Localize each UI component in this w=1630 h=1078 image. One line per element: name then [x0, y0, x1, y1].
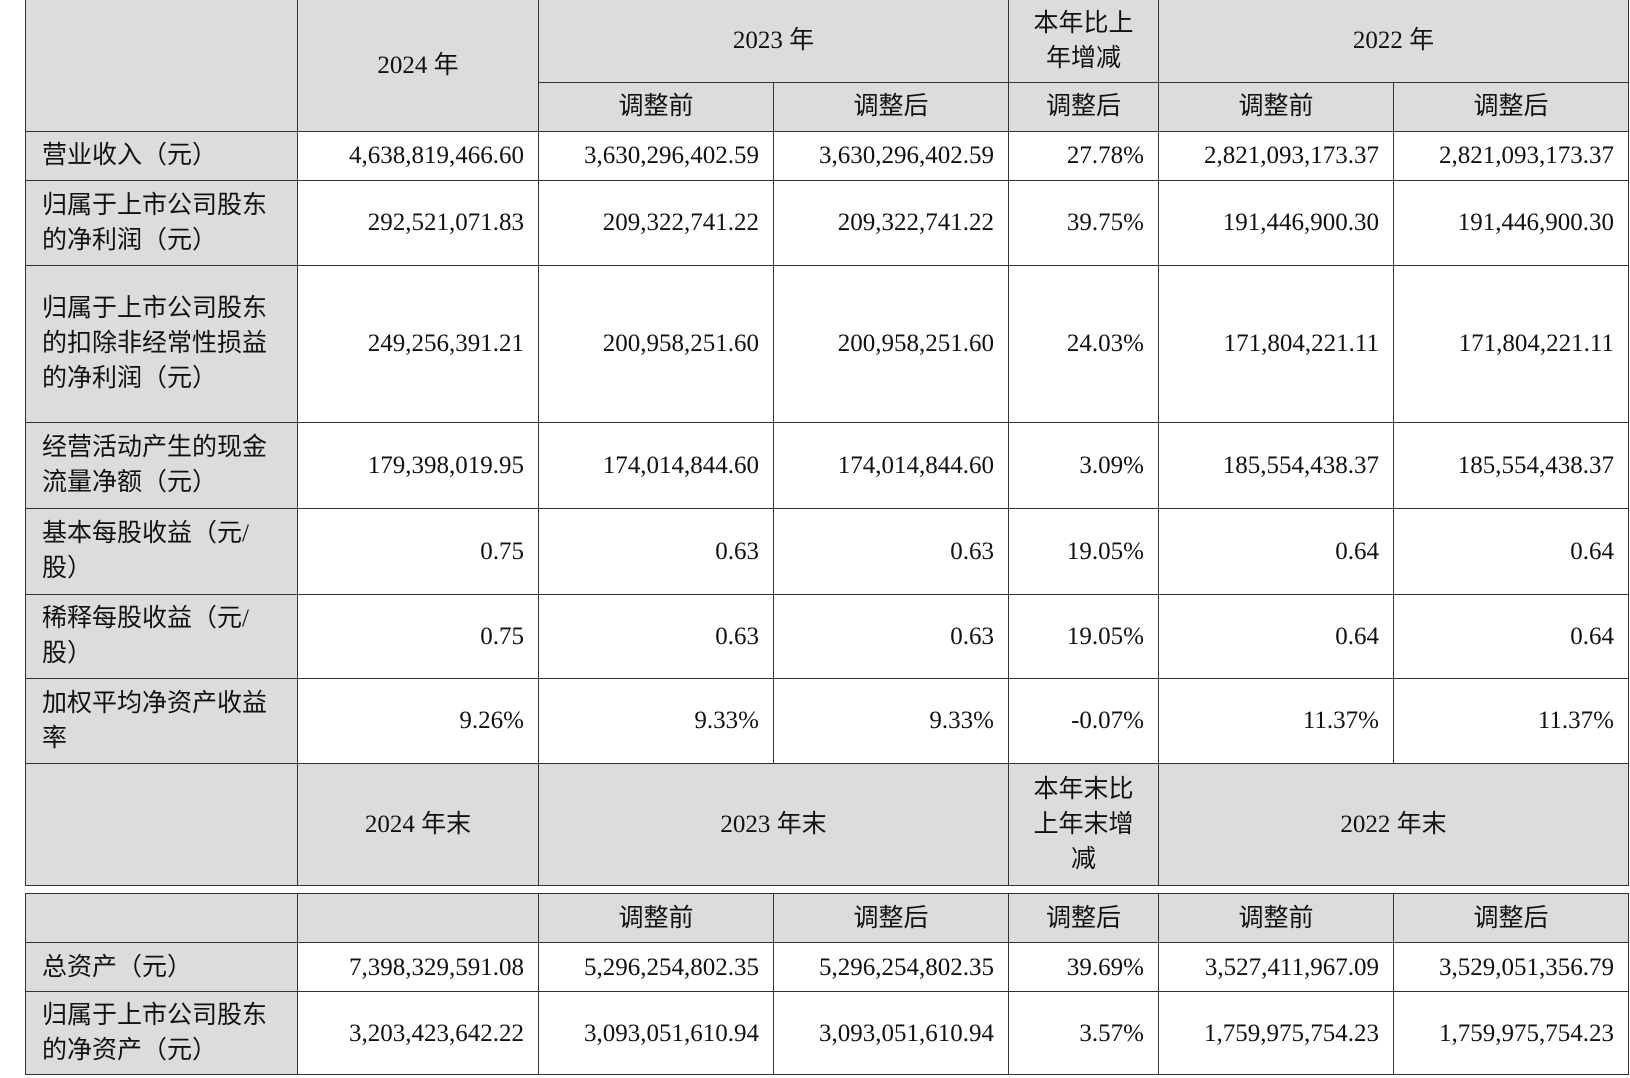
- value-cell: 27.78%: [1008, 130, 1159, 181]
- subheader-cell: 调整前: [538, 893, 774, 943]
- table-row: 归属于上市公司股东的扣除非经常性损益的净利润（元） 249,256,391.21 2…: [25, 264, 1629, 423]
- table-row: 营业收入（元） 4,638,819,466.60 3,630,296,402.59 3…: [25, 130, 1629, 181]
- value-cell: 5,296,254,802.35: [538, 942, 774, 992]
- subheader-cell: 调整后: [1393, 893, 1629, 943]
- subheader-cell: 调整后: [773, 893, 1009, 943]
- subheader-cell: 调整后: [1008, 893, 1159, 943]
- row-label: 总资产（元）: [25, 942, 298, 992]
- header-2022: 2022 年: [1158, 0, 1629, 83]
- value-cell: 0.75: [297, 593, 539, 679]
- value-cell: 3,630,296,402.59: [538, 130, 774, 181]
- value-cell: 9.33%: [773, 677, 1009, 764]
- corner-cell: [25, 762, 298, 886]
- value-cell: 3,093,051,610.94: [773, 991, 1009, 1075]
- table-row: 总资产（元） 7,398,329,591.08 5,296,254,802.35 5,…: [25, 942, 1629, 992]
- value-cell: 1,759,975,754.23: [1393, 991, 1629, 1075]
- value-cell: 3,203,423,642.22: [297, 991, 539, 1075]
- header-2022-end: 2022 年末: [1158, 762, 1629, 886]
- value-cell: 0.75: [297, 507, 539, 595]
- value-cell: 185,554,438.37: [1393, 421, 1629, 509]
- header-2023: 2023 年: [538, 0, 1009, 83]
- value-cell: 249,256,391.21: [297, 264, 539, 423]
- value-cell: 4,638,819,466.60: [297, 130, 539, 181]
- value-cell: 209,322,741.22: [538, 179, 774, 266]
- value-cell: 24.03%: [1008, 264, 1159, 423]
- subheader-cell: 调整后: [1008, 81, 1159, 132]
- header-blank: [297, 893, 539, 943]
- corner-cell: [25, 893, 298, 943]
- subheader-cell: 调整前: [1158, 893, 1394, 943]
- value-cell: 0.63: [538, 507, 774, 595]
- value-cell: 0.64: [1393, 507, 1629, 595]
- corner-cell: [25, 0, 298, 132]
- table-row: 加权平均净资产收益率 9.26% 9.33% 9.33% -0.07% 11.37% 11.…: [25, 677, 1629, 764]
- value-cell: 11.37%: [1158, 677, 1394, 764]
- row-label: 稀释每股收益（元/股）: [25, 593, 298, 679]
- row-label: 基本每股收益（元/股）: [25, 507, 298, 595]
- value-cell: 7,398,329,591.08: [297, 942, 539, 992]
- value-cell: 0.64: [1158, 507, 1394, 595]
- value-cell: 0.63: [538, 593, 774, 679]
- value-cell: -0.07%: [1008, 677, 1159, 764]
- value-cell: 9.26%: [297, 677, 539, 764]
- row-label: 加权平均净资产收益率: [25, 677, 298, 764]
- row-label: 归属于上市公司股东的扣除非经常性损益的净利润（元）: [25, 264, 298, 423]
- value-cell: 3,527,411,967.09: [1158, 942, 1394, 992]
- subheader-cell: 调整后: [1393, 81, 1629, 132]
- value-cell: 191,446,900.30: [1393, 179, 1629, 266]
- value-cell: 3,529,051,356.79: [1393, 942, 1629, 992]
- value-cell: 1,759,975,754.23: [1158, 991, 1394, 1075]
- value-cell: 200,958,251.60: [773, 264, 1009, 423]
- value-cell: 2,821,093,173.37: [1393, 130, 1629, 181]
- value-cell: 209,322,741.22: [773, 179, 1009, 266]
- table-row: 稀释每股收益（元/股） 0.75 0.63 0.63 19.05% 0.64 0.64: [25, 593, 1629, 679]
- value-cell: 19.05%: [1008, 507, 1159, 595]
- row-label: 归属于上市公司股东的净资产（元）: [25, 991, 298, 1075]
- subheader-cell: 调整前: [1158, 81, 1394, 132]
- value-cell: 191,446,900.30: [1158, 179, 1394, 266]
- value-cell: 292,521,071.83: [297, 179, 539, 266]
- value-cell: 174,014,844.60: [538, 421, 774, 509]
- header-2024: 2024 年: [297, 0, 539, 132]
- value-cell: 0.63: [773, 507, 1009, 595]
- value-cell: 9.33%: [538, 677, 774, 764]
- value-cell: 3.09%: [1008, 421, 1159, 509]
- value-cell: 0.64: [1158, 593, 1394, 679]
- value-cell: 0.63: [773, 593, 1009, 679]
- header-2023-end: 2023 年末: [538, 762, 1009, 886]
- value-cell: 200,958,251.60: [538, 264, 774, 423]
- value-cell: 171,804,221.11: [1393, 264, 1629, 423]
- row-label: 归属于上市公司股东的净利润（元）: [25, 179, 298, 266]
- value-cell: 19.05%: [1008, 593, 1159, 679]
- table-row: 归属于上市公司股东的净利润（元） 292,521,071.83 209,322,74…: [25, 179, 1629, 266]
- value-cell: 0.64: [1393, 593, 1629, 679]
- subheader-cell: 调整后: [773, 81, 1009, 132]
- value-cell: 174,014,844.60: [773, 421, 1009, 509]
- header-2024-end: 2024 年末: [297, 762, 539, 886]
- value-cell: 171,804,221.11: [1158, 264, 1394, 423]
- value-cell: 185,554,438.37: [1158, 421, 1394, 509]
- header-change-end: 本年末比上年末增减: [1008, 762, 1159, 886]
- value-cell: 5,296,254,802.35: [773, 942, 1009, 992]
- table-row: 经营活动产生的现金流量净额（元） 179,398,019.95 174,014,84…: [25, 421, 1629, 509]
- value-cell: 39.69%: [1008, 942, 1159, 992]
- table-row: 基本每股收益（元/股） 0.75 0.63 0.63 19.05% 0.64 0.64: [25, 507, 1629, 595]
- row-label: 营业收入（元）: [25, 130, 298, 181]
- value-cell: 3,630,296,402.59: [773, 130, 1009, 181]
- value-cell: 3,093,051,610.94: [538, 991, 774, 1075]
- value-cell: 2,821,093,173.37: [1158, 130, 1394, 181]
- financial-table-balance: 调整前 调整后 调整后 调整前 调整后 总资产（元） 7,398,329,591.08 5,…: [25, 893, 1629, 1075]
- financial-table-main: 2024 年 2023 年 本年比上年增减 2022 年 调整前 调整后 调整后 调整…: [25, 0, 1629, 886]
- subheader-cell: 调整前: [538, 81, 774, 132]
- value-cell: 179,398,019.95: [297, 421, 539, 509]
- value-cell: 11.37%: [1393, 677, 1629, 764]
- row-label: 经营活动产生的现金流量净额（元）: [25, 421, 298, 509]
- table-row: 归属于上市公司股东的净资产（元） 3,203,423,642.22 3,093,05…: [25, 991, 1629, 1075]
- value-cell: 39.75%: [1008, 179, 1159, 266]
- header-change: 本年比上年增减: [1008, 0, 1159, 83]
- value-cell: 3.57%: [1008, 991, 1159, 1075]
